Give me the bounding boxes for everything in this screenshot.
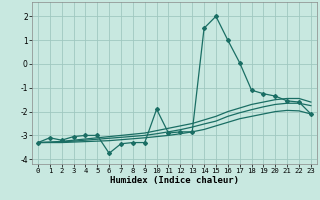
X-axis label: Humidex (Indice chaleur): Humidex (Indice chaleur): [110, 176, 239, 185]
